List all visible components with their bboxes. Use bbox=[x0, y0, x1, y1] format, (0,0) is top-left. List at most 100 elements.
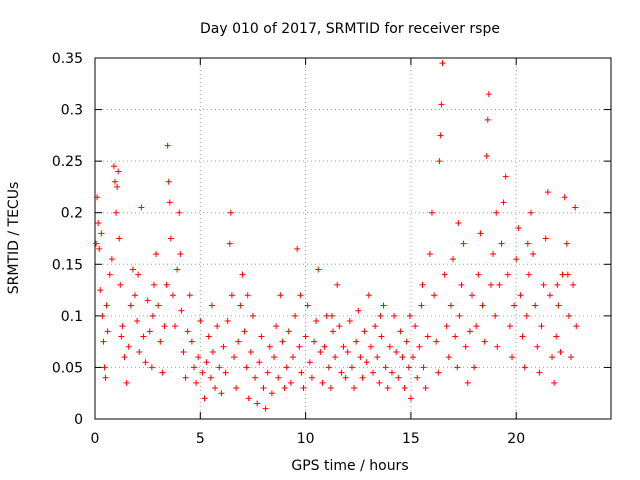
data-point bbox=[492, 312, 499, 319]
data-point bbox=[115, 168, 122, 175]
data-point bbox=[237, 302, 244, 309]
data-point bbox=[132, 292, 139, 299]
data-point bbox=[262, 405, 269, 412]
data-point bbox=[475, 271, 482, 278]
data-point bbox=[273, 323, 280, 330]
data-point bbox=[340, 343, 347, 350]
data-point bbox=[493, 209, 500, 216]
data-point bbox=[150, 281, 157, 288]
data-point bbox=[564, 271, 571, 278]
data-point bbox=[103, 302, 110, 309]
data-point bbox=[481, 338, 488, 345]
data-point bbox=[296, 343, 303, 350]
data-point bbox=[372, 323, 379, 330]
data-point bbox=[112, 178, 119, 185]
axis-ticks: 0 0.05 0.1 0.15 0.2 0.25 0.3 0.35 0 5 10 15 20 bbox=[52, 51, 611, 447]
data-point bbox=[281, 385, 288, 392]
data-point bbox=[438, 101, 445, 108]
data-point bbox=[455, 220, 462, 227]
data-point bbox=[121, 354, 128, 361]
data-point bbox=[517, 292, 524, 299]
data-point bbox=[96, 245, 103, 252]
data-point bbox=[254, 400, 261, 407]
data-point bbox=[524, 240, 531, 247]
data-point bbox=[136, 348, 143, 355]
data-point bbox=[357, 354, 364, 361]
data-point bbox=[346, 318, 353, 325]
data-point bbox=[540, 281, 547, 288]
data-point bbox=[410, 354, 417, 361]
data-point bbox=[468, 292, 475, 299]
data-point bbox=[504, 271, 511, 278]
data-point bbox=[565, 312, 572, 319]
data-point bbox=[283, 364, 290, 371]
data-point bbox=[527, 209, 534, 216]
data-point bbox=[407, 395, 414, 402]
y-tick-label: 0.3 bbox=[61, 103, 83, 119]
data-point bbox=[479, 302, 486, 309]
data-point bbox=[523, 312, 530, 319]
data-point bbox=[153, 250, 160, 257]
data-point bbox=[129, 266, 136, 273]
data-point bbox=[443, 323, 450, 330]
data-point bbox=[530, 250, 537, 257]
data-point bbox=[525, 271, 532, 278]
data-point bbox=[506, 323, 513, 330]
data-point bbox=[336, 323, 343, 330]
data-point bbox=[252, 374, 259, 381]
data-point bbox=[123, 379, 130, 386]
data-point bbox=[323, 312, 330, 319]
data-point bbox=[391, 312, 398, 319]
data-point bbox=[363, 359, 370, 366]
data-point bbox=[570, 281, 577, 288]
data-point bbox=[134, 318, 141, 325]
data-point bbox=[348, 364, 355, 371]
y-tick-label: 0.25 bbox=[52, 154, 83, 170]
data-point bbox=[180, 348, 187, 355]
data-point bbox=[464, 379, 471, 386]
data-point bbox=[146, 328, 153, 335]
data-point bbox=[176, 209, 183, 216]
data-point bbox=[268, 390, 275, 397]
data-point bbox=[117, 281, 124, 288]
y-tick-label: 0 bbox=[74, 412, 83, 428]
data-point bbox=[161, 323, 168, 330]
data-point bbox=[302, 333, 309, 340]
data-point bbox=[164, 142, 171, 149]
data-point bbox=[285, 328, 292, 335]
data-point bbox=[149, 312, 156, 319]
data-point bbox=[353, 338, 360, 345]
data-point bbox=[249, 312, 256, 319]
data-point bbox=[471, 364, 478, 371]
data-point bbox=[496, 281, 503, 288]
data-point bbox=[101, 364, 108, 371]
data-point bbox=[148, 364, 155, 371]
x-tick-label: 10 bbox=[297, 431, 315, 447]
y-tick-label: 0.05 bbox=[52, 360, 83, 376]
data-point bbox=[294, 245, 301, 252]
data-point bbox=[422, 385, 429, 392]
data-point bbox=[226, 240, 233, 247]
data-point bbox=[306, 359, 313, 366]
data-point bbox=[119, 323, 126, 330]
data-point bbox=[113, 209, 120, 216]
data-point bbox=[110, 163, 117, 170]
data-point bbox=[142, 359, 149, 366]
data-point bbox=[557, 348, 564, 355]
data-point bbox=[551, 379, 558, 386]
data-point bbox=[572, 204, 579, 211]
data-point bbox=[190, 364, 197, 371]
data-point bbox=[509, 354, 516, 361]
data-point bbox=[494, 343, 501, 350]
data-point bbox=[327, 385, 334, 392]
data-point bbox=[419, 281, 426, 288]
y-tick-label: 0.1 bbox=[61, 309, 83, 325]
y-axis-label: SRMTID / TECUs bbox=[6, 182, 22, 295]
data-point bbox=[374, 354, 381, 361]
data-point bbox=[182, 374, 189, 381]
data-point bbox=[458, 281, 465, 288]
data-point bbox=[466, 328, 473, 335]
data-point bbox=[405, 364, 412, 371]
data-point bbox=[95, 220, 102, 227]
data-point bbox=[452, 333, 459, 340]
